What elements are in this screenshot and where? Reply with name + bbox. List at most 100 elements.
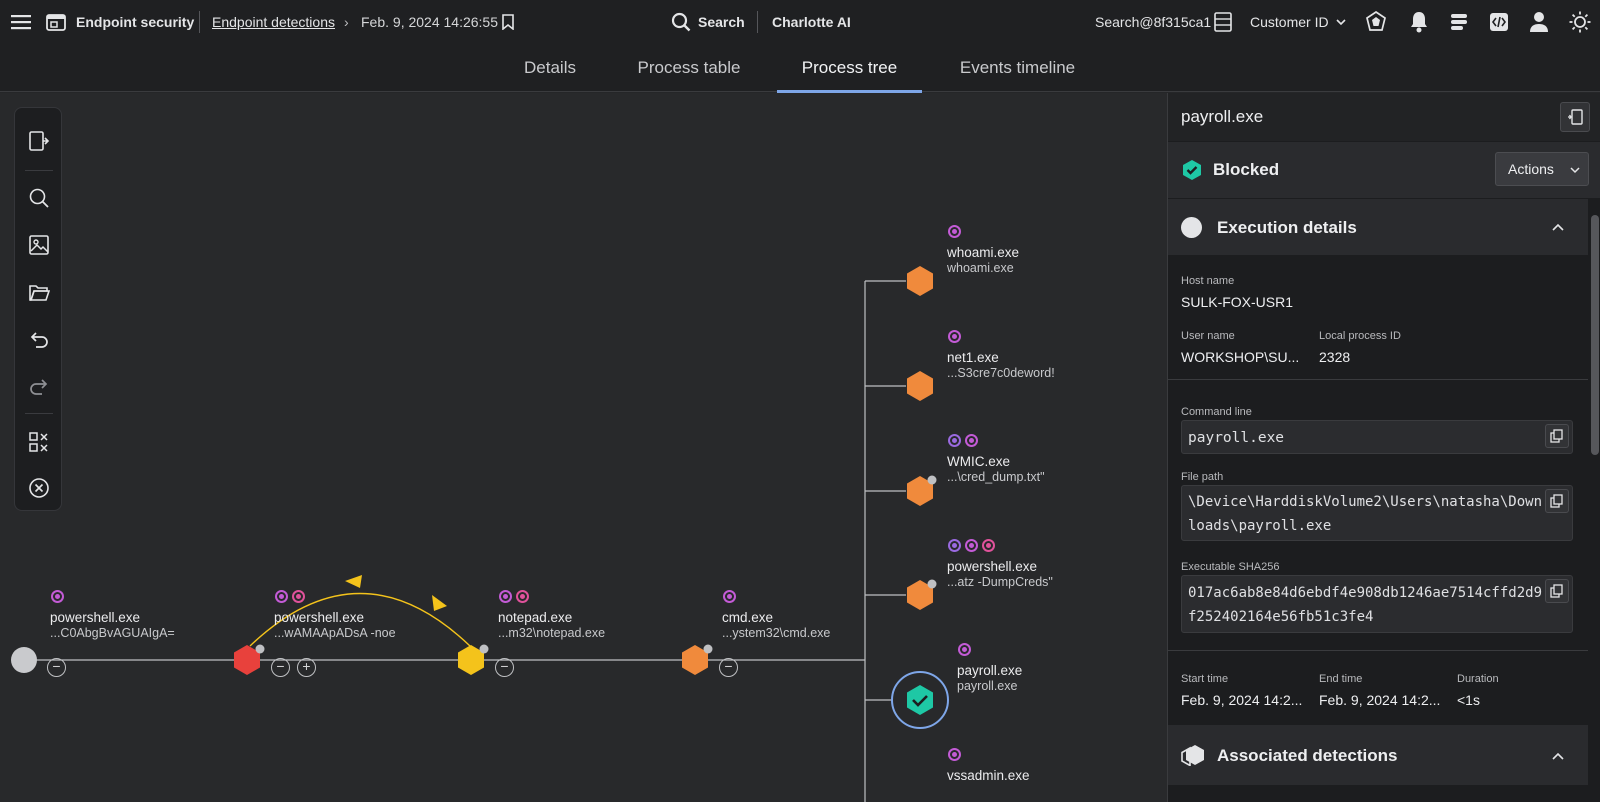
node-badges (948, 330, 961, 343)
process-name[interactable]: powershell.exe (947, 559, 1038, 574)
execution-details-header[interactable]: Execution details (1168, 199, 1588, 255)
node-badges (499, 590, 529, 603)
file-path-value[interactable]: \Device\HarddiskVolume2\Users\natasha\Do… (1181, 485, 1573, 541)
notifications-bell-icon[interactable] (1408, 10, 1430, 34)
falcon-emblem-icon[interactable] (1364, 10, 1388, 34)
execution-details-title: Execution details (1217, 218, 1357, 237)
process-node-yellow (458, 645, 484, 675)
copy-sha256-button[interactable] (1545, 579, 1569, 603)
tab-details[interactable]: Details (524, 58, 576, 77)
top-bar: Endpoint security Endpoint detections › … (0, 0, 1600, 44)
process-name-selected[interactable]: payroll.exe (957, 663, 1023, 678)
status-row: Blocked Actions (1168, 142, 1600, 198)
close-tool[interactable] (15, 468, 63, 508)
child-node-powershell (907, 580, 933, 610)
close-circle-icon (29, 478, 49, 498)
file-path-label: File path (1181, 471, 1224, 483)
endpoint-security-icon (45, 11, 67, 33)
tab-events-timeline[interactable]: Events timeline (959, 58, 1076, 77)
panel-header: payroll.exe (1168, 93, 1600, 141)
start-time-label: Start time (1181, 673, 1229, 685)
root-node (11, 647, 37, 673)
collapse-node-button[interactable]: − (495, 658, 514, 677)
chevron-down-icon[interactable] (1335, 16, 1347, 28)
collapse-node-button[interactable]: − (719, 658, 738, 677)
breadcrumb-current: Feb. 9, 2024 14:26:55 (361, 14, 498, 30)
process-tree-canvas[interactable]: powershell.exe ...C0AbgBvAGUAIgA= − powe… (0, 93, 1167, 802)
copy-icon (1550, 584, 1563, 598)
process-name[interactable]: powershell.exe (274, 610, 365, 625)
status-badge: Blocked (1213, 160, 1280, 179)
sha256-value[interactable]: 017ac6ab8e84d6ebdf4e908db1246ae7514cffd2… (1181, 575, 1573, 633)
process-tree-graph (11, 266, 949, 802)
breadcrumb-endpoint-detections[interactable]: Endpoint detections (212, 14, 335, 30)
collapse-node-button[interactable]: − (271, 658, 290, 677)
process-cmdline: ...\cred_dump.txt" (947, 470, 1045, 484)
tab-process-tree[interactable]: Process tree (777, 44, 922, 93)
theme-toggle-sun-icon[interactable] (1568, 10, 1592, 34)
topbar-divider (199, 11, 200, 33)
hamburger-menu-icon[interactable] (10, 11, 32, 33)
process-cmdline: ...atz -DumpCreds" (947, 575, 1053, 589)
detection-badge-icon (275, 590, 288, 603)
host-name-label: Host name (1181, 275, 1235, 287)
process-name[interactable]: cmd.exe (722, 610, 774, 625)
arc-arrowhead (345, 575, 362, 588)
collapse-panel-button[interactable] (1560, 102, 1590, 132)
process-name[interactable]: whoami.exe (947, 245, 1020, 260)
start-time-value: Feb. 9, 2024 14:2... (1181, 692, 1303, 708)
layout-tool[interactable] (15, 422, 63, 462)
detection-badge-icon (948, 748, 961, 761)
topbar-divider-2 (757, 11, 758, 33)
toggle-panel-tool[interactable] (15, 121, 63, 161)
process-name[interactable]: net1.exe (947, 350, 999, 365)
copy-command-line-button[interactable] (1545, 424, 1569, 448)
copy-file-path-button[interactable] (1545, 489, 1569, 513)
charlotte-ai-button[interactable]: Charlotte AI (772, 14, 851, 30)
user-name-value[interactable]: WORKSHOP\SU... (1181, 349, 1300, 365)
scrollbar-thumb[interactable] (1591, 215, 1599, 455)
bookmark-icon[interactable] (500, 13, 516, 31)
associated-detections-header[interactable]: Associated detections (1168, 725, 1588, 785)
actions-button[interactable]: Actions (1495, 152, 1589, 186)
customer-id-dropdown[interactable]: Customer ID (1250, 14, 1329, 30)
image-icon (29, 235, 49, 255)
host-name-value[interactable]: SULK-FOX-USR1 (1181, 294, 1294, 310)
process-cmdline: ...S3cre7c0deword! (947, 366, 1055, 380)
redo-tool[interactable] (15, 366, 63, 406)
table-icon[interactable] (1213, 11, 1233, 33)
undo-tool[interactable] (15, 319, 63, 359)
associated-detections-title: Associated detections (1217, 746, 1398, 765)
arc-arrowhead (432, 595, 447, 611)
node-connector-dot (927, 579, 937, 589)
detection-badge-icon (965, 539, 978, 552)
search-tool[interactable] (15, 178, 63, 218)
search-button[interactable]: Search (698, 14, 745, 30)
node-badges (723, 590, 736, 603)
developer-code-icon[interactable] (1488, 11, 1510, 33)
user-search-account[interactable]: Search@8f315ca1 (1095, 14, 1212, 30)
collapse-node-button[interactable]: − (47, 658, 66, 677)
toolbox-divider (25, 413, 53, 414)
process-name[interactable]: powershell.exe (50, 610, 141, 625)
process-name[interactable]: notepad.exe (498, 610, 573, 625)
export-image-tool[interactable] (15, 225, 63, 265)
file-path-line: \Device\HarddiskVolume2\Users\natasha\Do… (1188, 494, 1543, 510)
open-folder-tool[interactable] (15, 272, 63, 312)
process-name[interactable]: vssadmin.exe (947, 768, 1030, 783)
details-panel: payroll.exe Blocked Actions Execution de… (1167, 93, 1600, 802)
process-cmdline: ...wAMAApADsA -noe (274, 626, 396, 640)
chevron-up-icon[interactable] (1552, 752, 1564, 760)
search-icon[interactable] (670, 11, 692, 33)
process-node-red (234, 645, 260, 675)
command-line-value[interactable]: payroll.exe (1181, 420, 1573, 454)
chevron-up-icon[interactable] (1552, 223, 1564, 231)
node-connector-dot (479, 644, 489, 654)
process-name[interactable]: WMIC.exe (947, 454, 1011, 469)
user-profile-icon[interactable] (1528, 10, 1550, 34)
local-process-id-value: 2328 (1319, 349, 1351, 365)
tab-process-table[interactable]: Process table (637, 58, 741, 77)
workflow-icon[interactable] (1448, 11, 1470, 33)
panel-scrollbar[interactable] (1588, 199, 1600, 802)
expand-node-button[interactable]: + (297, 658, 316, 677)
